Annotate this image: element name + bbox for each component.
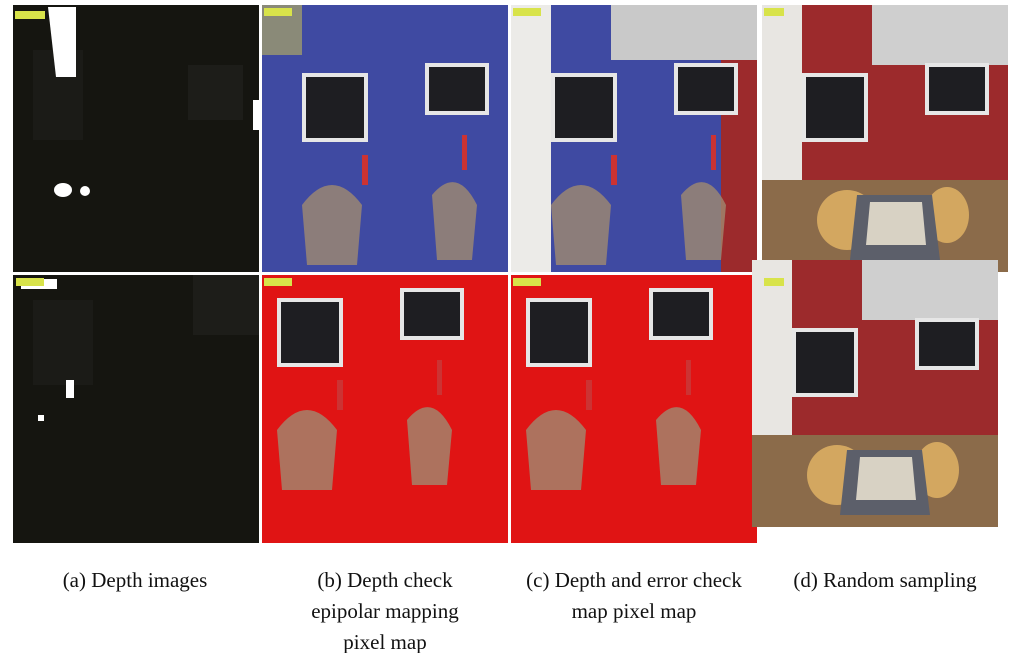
caption-line: (d) Random sampling <box>793 568 977 592</box>
page: (a) Depth images (b) Depth check epipolar … <box>0 0 1011 653</box>
panel-d-bottom <box>752 260 998 527</box>
panel-b-top <box>262 5 508 272</box>
panel-b-bottom <box>262 275 508 543</box>
panel-a-bottom <box>13 275 259 543</box>
panel-c-bottom <box>511 275 757 543</box>
panel-c-top <box>511 5 757 272</box>
caption-line: epipolar mapping <box>311 599 459 623</box>
caption-line: map pixel map <box>572 599 697 623</box>
caption-line: (a) Depth images <box>63 568 208 592</box>
captions: (a) Depth images (b) Depth check epipolar … <box>63 568 977 653</box>
caption-line: (b) Depth check <box>317 568 453 592</box>
caption-line: (c) Depth and error check <box>526 568 742 592</box>
figure: (a) Depth images (b) Depth check epipolar … <box>0 0 1011 653</box>
caption-line: pixel map <box>343 630 426 653</box>
panel-d-top <box>762 5 1008 272</box>
panel-a-top <box>13 5 259 272</box>
